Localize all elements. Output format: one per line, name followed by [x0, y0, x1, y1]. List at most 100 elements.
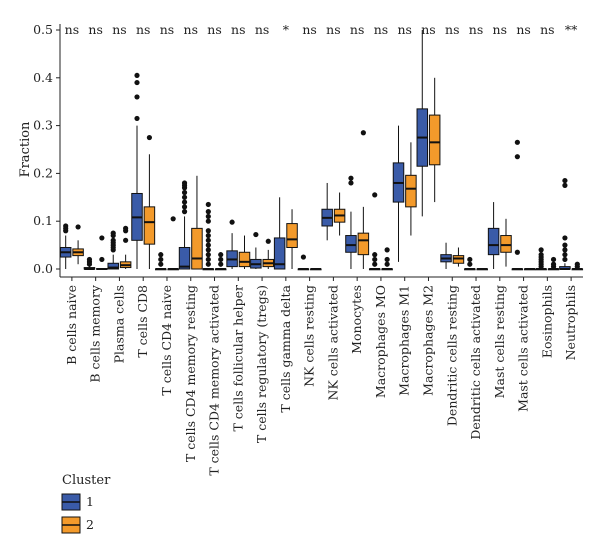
box-c1 — [535, 247, 547, 271]
outlier-point — [538, 252, 544, 258]
significance-label: ns — [493, 22, 507, 37]
outlier-point — [86, 261, 93, 267]
y-tick-label: 0.4 — [33, 70, 53, 85]
box-c1 — [440, 242, 452, 269]
outlier-point — [205, 247, 211, 253]
outlier-point — [253, 231, 259, 238]
significance-labels: ns ns ns ns ns ns ns ns ns * ns ns ns ns ns ns ns ns ns ns n… — [65, 22, 578, 37]
outlier-point — [134, 72, 140, 79]
box-c2 — [310, 268, 322, 271]
y-tick-label: 0.3 — [33, 118, 53, 133]
outlier-point — [562, 235, 568, 241]
outlier-point — [205, 218, 211, 224]
outlier-point — [538, 247, 544, 253]
significance-label: ns — [184, 22, 198, 37]
legend: Cluster 1 2 — [61, 473, 111, 534]
x-tick-label: Plasma cells — [111, 285, 126, 363]
box-c2 — [476, 268, 488, 271]
box-c1 — [202, 201, 215, 271]
box — [191, 227, 203, 270]
legend-item-1: 1 — [61, 493, 94, 511]
outlier-point — [181, 199, 188, 205]
significance-label: * — [283, 22, 290, 37]
box-c2 — [286, 209, 298, 269]
x-tick-label: NK cells resting — [302, 285, 317, 387]
box-c1 — [464, 256, 476, 271]
box-c2 — [357, 130, 370, 269]
outlier-point — [146, 134, 153, 141]
significance-label: ns — [397, 22, 411, 37]
outlier-point — [562, 252, 568, 258]
y-tick-label: 0.5 — [33, 22, 53, 37]
box-c2 — [428, 77, 441, 203]
significance-label: ns — [136, 22, 150, 37]
outlier-point — [99, 235, 105, 241]
box-c1 — [416, 30, 429, 217]
outlier-point — [562, 182, 568, 188]
box — [107, 262, 119, 270]
outlier-point — [550, 256, 557, 263]
outlier-point — [514, 139, 520, 145]
significance-label: ns — [374, 22, 388, 37]
box-c1 — [107, 230, 119, 270]
box — [178, 246, 191, 270]
x-axis: B cells naive B cells memory Plasma cells T… — [60, 276, 583, 476]
outlier-point — [123, 225, 129, 231]
box-c2 — [262, 238, 275, 269]
outlier-point — [372, 192, 378, 198]
outlier-point — [181, 189, 188, 196]
box-c2 — [452, 247, 465, 267]
x-tick-label: T cells regulatory (tregs) — [254, 285, 269, 443]
box-c2 — [143, 134, 156, 269]
outlier-point — [75, 224, 81, 230]
x-tick-label: Macrophages M1 — [397, 285, 412, 396]
outlier-point — [158, 252, 164, 258]
x-tick-label: T cells follicular helper — [230, 285, 245, 432]
legend-label: 1 — [86, 494, 94, 509]
box-c1 — [155, 252, 167, 271]
box-c1 — [178, 180, 191, 270]
box-c1 — [59, 223, 72, 269]
significance-label: ns — [326, 22, 340, 37]
box-c1 — [368, 192, 381, 271]
box-c1 — [487, 202, 500, 269]
box — [273, 237, 286, 270]
outlier-point — [229, 219, 235, 225]
x-tick-label: Dendritic cells activated — [468, 285, 483, 440]
outlier-point — [562, 242, 568, 248]
outlier-point — [562, 177, 568, 184]
box-c1 — [297, 254, 310, 271]
outlier-point — [467, 261, 473, 267]
x-tick-label: Macrophages M2 — [420, 285, 435, 396]
significance-label: ns — [207, 22, 221, 37]
box-c2 — [405, 142, 417, 236]
outlier-point — [205, 261, 211, 267]
outlier-point — [384, 261, 390, 267]
significance-label: ** — [565, 22, 578, 37]
outlier-point — [514, 249, 520, 255]
x-tick-label: T cells CD4 memory resting — [183, 285, 198, 462]
outlier-point — [562, 247, 568, 253]
outlier-point — [372, 256, 378, 263]
outlier-point — [110, 230, 116, 236]
box-c2 — [119, 225, 132, 269]
outlier-point — [205, 228, 211, 234]
outlier-point — [205, 201, 211, 208]
significance-label: ns — [540, 22, 554, 37]
x-tick-label: B cells naive — [64, 285, 79, 365]
box-c2 — [214, 252, 227, 271]
outlier-point — [158, 256, 164, 263]
outlier-point — [123, 237, 129, 243]
box-c2 — [191, 175, 203, 270]
box — [500, 235, 512, 253]
legend-label: 2 — [86, 517, 94, 532]
significance-label: ns — [112, 22, 126, 37]
outlier-point — [218, 261, 224, 267]
y-axis-label: Fraction — [18, 121, 33, 177]
significance-label: ns — [469, 22, 483, 37]
x-tick-label: Macrophages MO — [373, 285, 388, 398]
box — [286, 223, 298, 248]
box — [345, 235, 357, 253]
legend-title: Cluster — [62, 473, 111, 488]
